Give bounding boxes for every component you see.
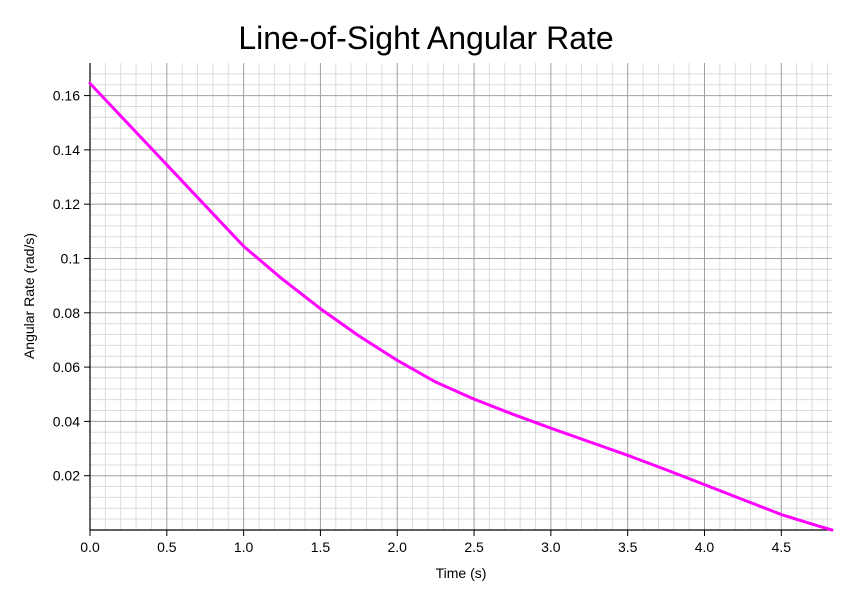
y-tick-label: 0.14 — [53, 142, 80, 158]
x-tick-label: 0.0 — [80, 539, 100, 555]
y-tick-label: 0.16 — [53, 88, 80, 104]
y-tick-label: 0.08 — [53, 305, 80, 321]
x-tick-label: 4.0 — [695, 539, 715, 555]
x-tick-label: 3.5 — [618, 539, 638, 555]
x-tick-label: 2.5 — [464, 539, 484, 555]
series-line-angular-rate — [88, 81, 834, 532]
x-axis-label: Time (s) — [436, 565, 487, 581]
y-tick-label: 0.06 — [53, 359, 80, 375]
x-axis-ticks: 0.0 0.5 1.0 1.5 2.0 2.5 3.0 3.5 4.0 4.5 — [80, 530, 791, 555]
series-layer — [88, 81, 834, 532]
x-tick-label: 3.0 — [541, 539, 561, 555]
major-grid — [90, 63, 832, 530]
y-axis-ticks: 0.02 0.04 0.06 0.08 0.1 0.12 0.14 0.16 — [53, 88, 90, 484]
axes — [89, 63, 832, 531]
x-tick-label: 0.5 — [157, 539, 177, 555]
x-tick-label: 1.5 — [311, 539, 331, 555]
chart-title: Line-of-Sight Angular Rate — [238, 20, 613, 56]
x-tick-label: 1.0 — [234, 539, 254, 555]
y-tick-label: 0.12 — [53, 196, 80, 212]
y-axis-label: Angular Rate (rad/s) — [21, 233, 37, 359]
x-tick-label: 4.5 — [772, 539, 792, 555]
y-tick-label: 0.04 — [53, 413, 80, 429]
x-tick-label: 2.0 — [388, 539, 408, 555]
y-tick-label: 0.1 — [61, 250, 81, 266]
y-tick-label: 0.02 — [53, 468, 80, 484]
minor-grid — [90, 63, 832, 530]
